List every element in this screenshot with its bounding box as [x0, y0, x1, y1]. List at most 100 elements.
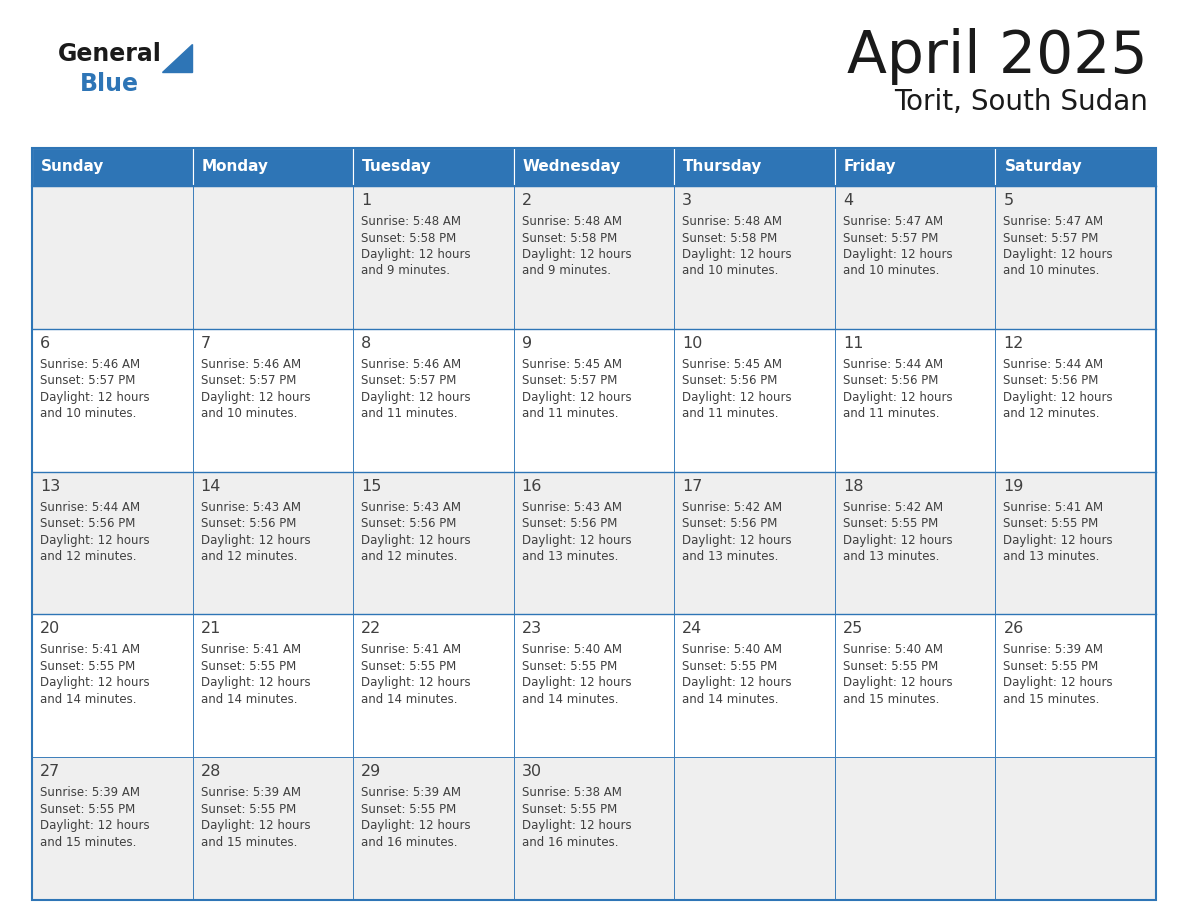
- Bar: [353, 472, 513, 614]
- Text: Sunrise: 5:42 AM: Sunrise: 5:42 AM: [842, 500, 943, 513]
- Text: Daylight: 12 hours: Daylight: 12 hours: [201, 819, 310, 833]
- Bar: [835, 329, 996, 472]
- Text: Daylight: 12 hours: Daylight: 12 hours: [842, 533, 953, 546]
- Bar: [675, 186, 835, 329]
- Text: Daylight: 12 hours: Daylight: 12 hours: [842, 391, 953, 404]
- Text: Sunset: 5:55 PM: Sunset: 5:55 PM: [682, 660, 777, 673]
- Text: and 12 minutes.: and 12 minutes.: [1004, 408, 1100, 420]
- Bar: [353, 329, 513, 472]
- Bar: [675, 757, 835, 900]
- Bar: [192, 614, 353, 757]
- Bar: [353, 757, 513, 900]
- Text: Sunrise: 5:40 AM: Sunrise: 5:40 AM: [682, 644, 782, 656]
- Text: and 14 minutes.: and 14 minutes.: [40, 693, 137, 706]
- Text: Sunrise: 5:43 AM: Sunrise: 5:43 AM: [522, 500, 621, 513]
- Text: 16: 16: [522, 478, 542, 494]
- Bar: [996, 148, 1156, 186]
- Text: Sunrise: 5:39 AM: Sunrise: 5:39 AM: [1004, 644, 1104, 656]
- Text: Daylight: 12 hours: Daylight: 12 hours: [201, 391, 310, 404]
- Text: 15: 15: [361, 478, 381, 494]
- Text: and 15 minutes.: and 15 minutes.: [1004, 693, 1100, 706]
- Bar: [835, 472, 996, 614]
- Text: Sunset: 5:57 PM: Sunset: 5:57 PM: [40, 375, 135, 387]
- Bar: [996, 757, 1156, 900]
- Text: Sunrise: 5:39 AM: Sunrise: 5:39 AM: [40, 786, 140, 800]
- Text: Daylight: 12 hours: Daylight: 12 hours: [40, 391, 150, 404]
- Text: and 13 minutes.: and 13 minutes.: [842, 550, 940, 563]
- Bar: [996, 186, 1156, 329]
- Text: Daylight: 12 hours: Daylight: 12 hours: [361, 391, 470, 404]
- Text: 29: 29: [361, 764, 381, 779]
- Text: Daylight: 12 hours: Daylight: 12 hours: [1004, 391, 1113, 404]
- Text: Daylight: 12 hours: Daylight: 12 hours: [40, 819, 150, 833]
- Bar: [353, 148, 513, 186]
- Text: Daylight: 12 hours: Daylight: 12 hours: [682, 391, 792, 404]
- Text: Daylight: 12 hours: Daylight: 12 hours: [201, 677, 310, 689]
- Text: 13: 13: [40, 478, 61, 494]
- Text: Monday: Monday: [202, 160, 268, 174]
- Text: and 16 minutes.: and 16 minutes.: [522, 835, 618, 849]
- Bar: [675, 329, 835, 472]
- Text: Sunrise: 5:41 AM: Sunrise: 5:41 AM: [361, 644, 461, 656]
- Text: Daylight: 12 hours: Daylight: 12 hours: [842, 248, 953, 261]
- Text: Sunrise: 5:39 AM: Sunrise: 5:39 AM: [361, 786, 461, 800]
- Bar: [513, 614, 675, 757]
- Text: Sunrise: 5:41 AM: Sunrise: 5:41 AM: [201, 644, 301, 656]
- Text: Sunset: 5:58 PM: Sunset: 5:58 PM: [361, 231, 456, 244]
- Text: 10: 10: [682, 336, 702, 351]
- Text: 11: 11: [842, 336, 864, 351]
- Text: Daylight: 12 hours: Daylight: 12 hours: [361, 819, 470, 833]
- Text: and 12 minutes.: and 12 minutes.: [40, 550, 137, 563]
- Text: Thursday: Thursday: [683, 160, 763, 174]
- Text: Sunrise: 5:45 AM: Sunrise: 5:45 AM: [682, 358, 782, 371]
- Text: Sunrise: 5:40 AM: Sunrise: 5:40 AM: [522, 644, 621, 656]
- Text: Sunrise: 5:44 AM: Sunrise: 5:44 AM: [842, 358, 943, 371]
- Text: 18: 18: [842, 478, 864, 494]
- Text: Daylight: 12 hours: Daylight: 12 hours: [522, 391, 631, 404]
- Text: 8: 8: [361, 336, 372, 351]
- Bar: [192, 186, 353, 329]
- Bar: [513, 186, 675, 329]
- Bar: [675, 148, 835, 186]
- Text: and 12 minutes.: and 12 minutes.: [201, 550, 297, 563]
- Text: Sunset: 5:57 PM: Sunset: 5:57 PM: [842, 231, 939, 244]
- Text: Sunrise: 5:38 AM: Sunrise: 5:38 AM: [522, 786, 621, 800]
- Text: Sunrise: 5:40 AM: Sunrise: 5:40 AM: [842, 644, 943, 656]
- Text: Sunset: 5:55 PM: Sunset: 5:55 PM: [361, 660, 456, 673]
- Bar: [996, 614, 1156, 757]
- Text: 25: 25: [842, 621, 864, 636]
- Text: Sunset: 5:57 PM: Sunset: 5:57 PM: [361, 375, 456, 387]
- Text: Sunrise: 5:46 AM: Sunrise: 5:46 AM: [201, 358, 301, 371]
- Text: and 11 minutes.: and 11 minutes.: [522, 408, 618, 420]
- Text: Sunrise: 5:46 AM: Sunrise: 5:46 AM: [40, 358, 140, 371]
- Text: 7: 7: [201, 336, 210, 351]
- Text: Sunset: 5:55 PM: Sunset: 5:55 PM: [1004, 517, 1099, 530]
- Text: Sunrise: 5:48 AM: Sunrise: 5:48 AM: [682, 215, 782, 228]
- Text: 28: 28: [201, 764, 221, 779]
- Text: Sunrise: 5:48 AM: Sunrise: 5:48 AM: [522, 215, 621, 228]
- Text: and 11 minutes.: and 11 minutes.: [361, 408, 457, 420]
- Text: 19: 19: [1004, 478, 1024, 494]
- Text: 27: 27: [40, 764, 61, 779]
- Text: and 15 minutes.: and 15 minutes.: [201, 835, 297, 849]
- Text: and 9 minutes.: and 9 minutes.: [361, 264, 450, 277]
- Text: Sunrise: 5:47 AM: Sunrise: 5:47 AM: [1004, 215, 1104, 228]
- Text: Blue: Blue: [80, 72, 139, 96]
- Text: April 2025: April 2025: [847, 28, 1148, 85]
- Text: Daylight: 12 hours: Daylight: 12 hours: [361, 248, 470, 261]
- Text: Torit, South Sudan: Torit, South Sudan: [895, 88, 1148, 116]
- Text: Saturday: Saturday: [1004, 160, 1082, 174]
- Text: Sunrise: 5:42 AM: Sunrise: 5:42 AM: [682, 500, 783, 513]
- Text: Sunrise: 5:44 AM: Sunrise: 5:44 AM: [40, 500, 140, 513]
- Text: Sunset: 5:56 PM: Sunset: 5:56 PM: [201, 517, 296, 530]
- Text: and 11 minutes.: and 11 minutes.: [842, 408, 940, 420]
- Text: 17: 17: [682, 478, 702, 494]
- Text: Sunrise: 5:47 AM: Sunrise: 5:47 AM: [842, 215, 943, 228]
- Text: 5: 5: [1004, 193, 1013, 208]
- Text: 20: 20: [40, 621, 61, 636]
- Text: and 14 minutes.: and 14 minutes.: [361, 693, 457, 706]
- Bar: [835, 614, 996, 757]
- Text: Sunrise: 5:41 AM: Sunrise: 5:41 AM: [40, 644, 140, 656]
- Bar: [675, 614, 835, 757]
- Bar: [996, 472, 1156, 614]
